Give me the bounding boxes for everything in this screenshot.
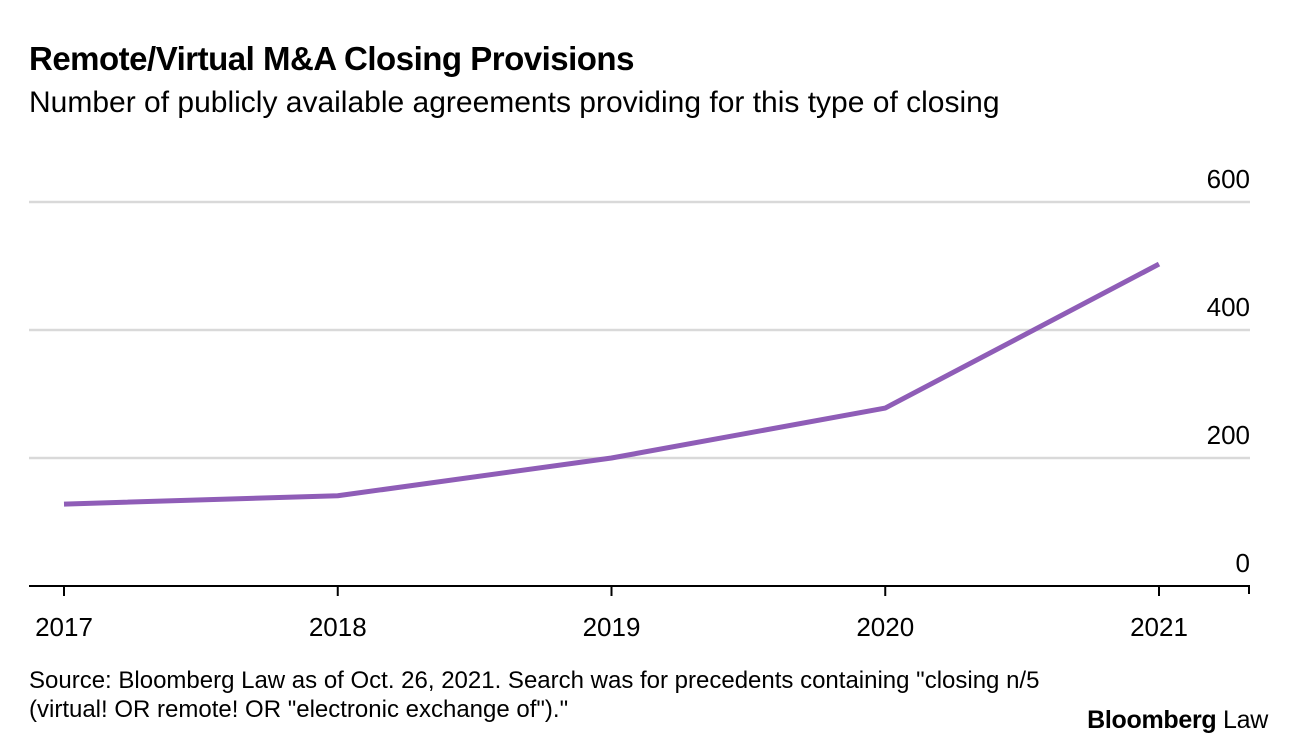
chart-subtitle: Number of publicly available agreements … xyxy=(29,86,1000,119)
x-tick-label: 2019 xyxy=(583,612,641,642)
y-tick-label: 200 xyxy=(1207,420,1250,450)
line-chart: 0 200 400 600 2017 2018 2019 2020 2021 xyxy=(29,164,1250,642)
x-tick-label: 2018 xyxy=(309,612,367,642)
source-note: Source: Bloomberg Law as of Oct. 26, 202… xyxy=(29,667,1040,723)
x-tick-label: 2017 xyxy=(35,612,93,642)
brand-logo: Bloomberg Law xyxy=(1087,706,1268,735)
x-axis: 2017 2018 2019 2020 2021 xyxy=(29,585,1250,642)
grid-lines xyxy=(29,200,1250,460)
x-tick-label: 2021 xyxy=(1130,612,1188,642)
brand-product: Law xyxy=(1223,706,1268,734)
y-tick-label: 0 xyxy=(1236,548,1250,578)
y-tick-labels: 0 200 400 600 xyxy=(1207,164,1250,578)
chart-title: Remote/Virtual M&A Closing Provisions xyxy=(29,40,634,77)
y-tick-label: 400 xyxy=(1207,292,1250,322)
brand-name: Bloomberg xyxy=(1087,706,1217,734)
series-lines xyxy=(63,261,1161,507)
x-tick-label: 2020 xyxy=(856,612,914,642)
series-line xyxy=(63,261,1161,507)
y-tick-label: 600 xyxy=(1207,164,1250,194)
